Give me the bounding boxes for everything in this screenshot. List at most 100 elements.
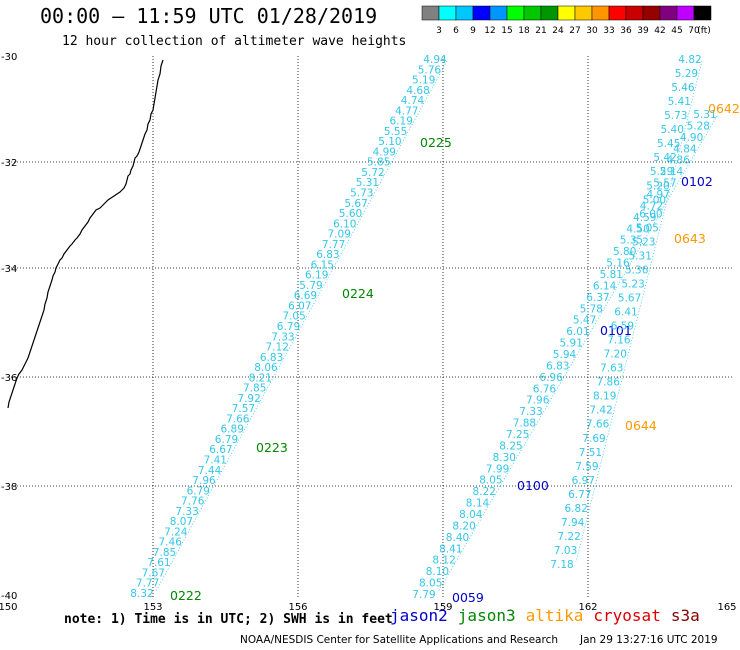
wave-height-map: 150 153 156 159 162 165 -30 -32 -34 -36 -38 -40 4.9… <box>0 52 740 610</box>
wave-height-label: 5.31 <box>693 109 716 121</box>
longitude-tick-label: 162 <box>578 602 597 610</box>
legend-swatch <box>693 5 712 21</box>
wave-height-label: 7.51 <box>579 447 602 459</box>
wave-height-label: 4.74 <box>401 95 425 107</box>
satellite-name-jason3: jason3 <box>457 606 516 625</box>
pass-time-label: 0642 <box>708 101 740 116</box>
wave-height-label: 5.60 <box>339 208 362 220</box>
wave-height-label: 5.14 <box>660 166 684 178</box>
wave-height-label: 7.03 <box>554 545 577 557</box>
wave-height-label: 5.85 <box>367 157 390 169</box>
track-path <box>155 60 448 592</box>
wave-height-label: 7.99 <box>486 463 509 475</box>
wave-height-label: 8.40 <box>446 532 469 544</box>
wave-height-label: 6.89 <box>221 424 244 436</box>
legend-label: 70 <box>688 26 700 36</box>
wave-height-label: 7.44 <box>198 465 222 477</box>
pass-time-label: 0224 <box>342 286 374 301</box>
satellite-name-cryosat: cryosat <box>593 606 661 625</box>
wave-height-label: 7.96 <box>526 395 550 407</box>
wave-height-label: 7.42 <box>589 405 612 417</box>
pass-time-label: 0225 <box>420 135 452 150</box>
latitude-tick-label: -32 <box>1 158 17 169</box>
wave-height-label: 7.69 <box>582 433 605 445</box>
legend-label: 24 <box>552 26 564 36</box>
legend-label: 39 <box>637 26 649 36</box>
coastline <box>7 59 164 409</box>
footer-note: note: 1) Time is in UTC; 2) SWH is in fe… <box>64 612 393 627</box>
latitude-tick-label: -34 <box>1 264 17 275</box>
wave-height-label: 5.79 <box>299 280 322 292</box>
map-subtitle: 12 hour collection of altimeter wave hei… <box>62 34 407 49</box>
longitude-tick-label: 156 <box>288 602 307 610</box>
wave-height-label: 5.31 <box>629 250 652 262</box>
wave-height-label: 5.05 <box>636 222 659 234</box>
wave-height-label: 7.85 <box>153 547 176 559</box>
wave-height-label: 5.28 <box>687 120 710 132</box>
wave-height-label: 5.67 <box>618 293 641 305</box>
wave-height-label: 8.22 <box>473 486 496 498</box>
legend-unit: (ft) <box>697 26 711 36</box>
wave-height-label: 7.33 <box>519 406 542 418</box>
wave-height-label: 5.29 <box>650 166 673 178</box>
wave-height-label: 7.88 <box>513 418 536 430</box>
longitude-tick-label: 165 <box>717 602 736 610</box>
wave-height-label: 5.23 <box>632 236 655 248</box>
satellite-name-s3a: s3a <box>670 606 700 625</box>
wave-height-label: 7.67 <box>142 568 165 580</box>
wave-height-label: 4.84 <box>673 143 697 155</box>
wave-height-label: 7.33 <box>271 331 294 343</box>
wave-height-label: 4.99 <box>373 146 396 158</box>
wave-height-label: 7.61 <box>147 557 170 569</box>
wave-height-label: 8.07 <box>170 516 193 528</box>
wave-height-label: 7.66 <box>226 413 250 425</box>
legend-label: 30 <box>586 26 598 36</box>
wave-height-label: 5.76 <box>418 64 442 76</box>
wave-height-label: 7.33 <box>175 506 198 518</box>
longitude-tick-label: 153 <box>143 602 162 610</box>
wave-height-label: 4.94 <box>423 54 447 66</box>
wave-height-label: 8.41 <box>439 543 462 555</box>
generation-timestamp: Jan 29 13:27:16 UTC 2019 <box>580 634 718 646</box>
wave-height-label: 7.09 <box>328 229 351 241</box>
pass-time-label: 0059 <box>452 590 484 605</box>
wave-height-label: 7.16 <box>607 335 631 347</box>
longitude-tick-label: 159 <box>433 602 452 610</box>
pass-time-label: 0102 <box>681 174 713 189</box>
wave-height-label: 7.20 <box>604 349 627 361</box>
legend-label: 6 <box>453 26 459 36</box>
wave-height-label: 4.68 <box>406 85 429 97</box>
wave-height-label: 5.55 <box>384 126 407 138</box>
pass-time-label: 0222 <box>170 588 202 603</box>
wave-height-label: 5.00 <box>643 194 666 206</box>
legend-label: 45 <box>671 26 682 36</box>
wave-height-label: 6.97 <box>572 475 595 487</box>
wave-height-label: 7.94 <box>561 517 585 529</box>
wave-height-label: 8.10 <box>426 566 449 578</box>
wave-height-label: 6.07 <box>288 301 311 313</box>
wave-height-label: 7.85 <box>243 383 266 395</box>
wave-height-label: 6.19 <box>390 116 413 128</box>
legend-label: 27 <box>569 26 580 36</box>
longitude-tick-label: 150 <box>0 602 18 610</box>
wave-height-label: 6.69 <box>294 290 317 302</box>
satellite-name-altika: altika <box>525 606 584 625</box>
wave-height-label: 6.83 <box>260 352 283 364</box>
wave-height-label: 7.24 <box>164 526 188 538</box>
wave-height-label: 5.40 <box>661 124 684 136</box>
track-jason2-east: 5.315.284.904.844.865.145.574.974.724.59… <box>412 109 718 605</box>
wave-height-label: 4.50 <box>626 223 649 235</box>
wave-height-label: 5.41 <box>668 96 691 108</box>
wave-height-label: 4.97 <box>647 189 670 201</box>
wave-height-label: 5.10 <box>378 136 401 148</box>
wave-height-label: 6.83 <box>546 360 569 372</box>
wave-height-label: 6.59 <box>611 321 634 333</box>
legend-label: 33 <box>603 26 614 36</box>
wave-height-label: 7.57 <box>232 403 255 415</box>
latitude-tick-label: -36 <box>1 373 17 384</box>
wave-height-label: 7.76 <box>181 496 205 508</box>
map-title: 00:00 – 11:59 UTC 01/28/2019 <box>40 4 378 28</box>
wave-height-label: 7.25 <box>506 429 529 441</box>
wave-height-label: 7.96 <box>192 475 216 487</box>
legend-label: 42 <box>654 26 665 36</box>
